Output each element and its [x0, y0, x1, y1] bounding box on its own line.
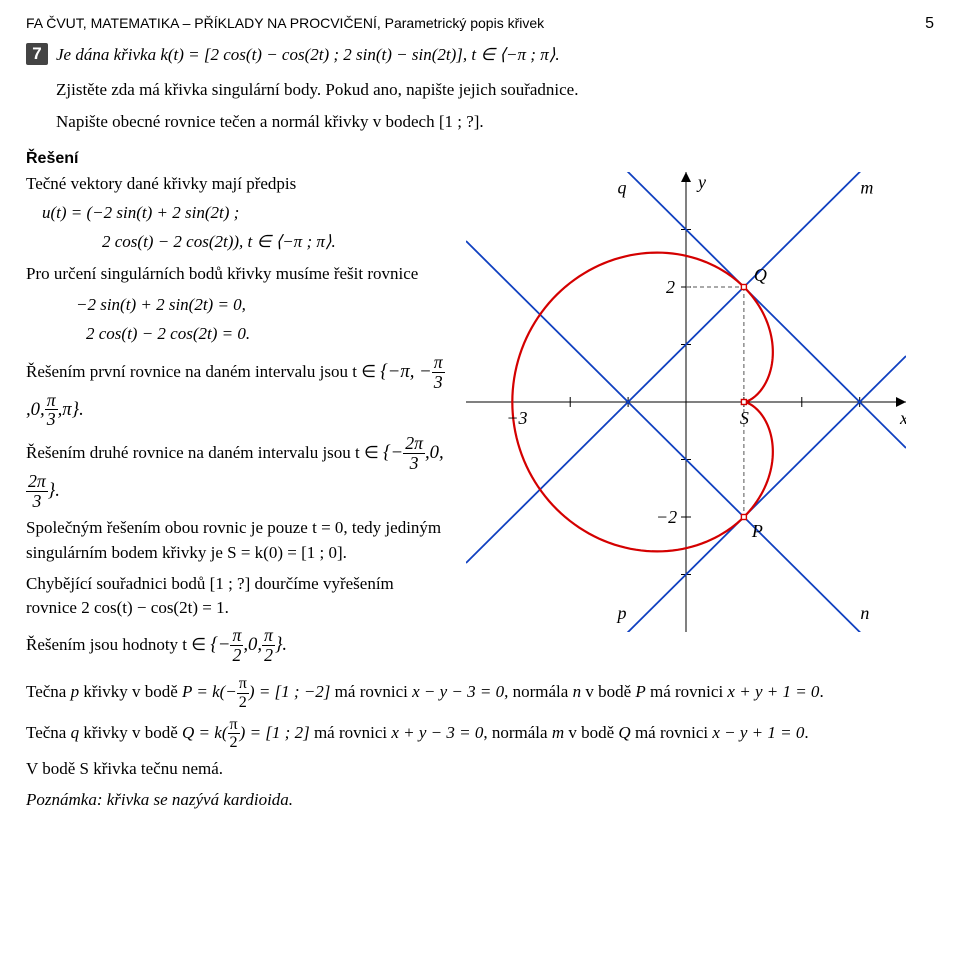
para3b: Řešením druhé rovnice na daném intervalu…	[26, 435, 446, 510]
note: Poznámka: křivka se nazývá kardioida.	[26, 788, 934, 813]
solution-text-column: Tečné vektory dané křivky mají předpis u…	[26, 172, 446, 670]
svg-text:n: n	[860, 603, 869, 623]
svg-text:q: q	[617, 178, 626, 198]
header-left: FA ČVUT, MATEMATIKA – PŘÍKLADY NA PROCVI…	[26, 13, 544, 33]
para1: Tečné vektory dané křivky mají předpis	[26, 172, 446, 197]
svg-text:−2: −2	[656, 507, 677, 527]
para5b: Řešením jsou hodnoty t ∈ {−π2,0,π2}.	[26, 627, 446, 665]
para5a: Chybějící souřadnici bodů [1 ; ?] dourčí…	[26, 572, 446, 621]
svg-text:x: x	[899, 408, 906, 428]
para3a: Řešením první rovnice na daném intervalu…	[26, 354, 446, 429]
set3: {−π2,0,π2}.	[210, 634, 287, 655]
tangent-p: Tečna p křivky v bodě P = k(−π2) = [1 ; …	[26, 676, 934, 710]
problem-line3: Napište obecné rovnice tečen a normál kř…	[56, 110, 934, 135]
para4: Společným řešením obou rovnic je pouze t…	[26, 516, 446, 565]
svg-text:−3: −3	[506, 408, 527, 428]
problem-line1: Je dána křivka k(t) = [2 cos(t) − cos(2t…	[56, 43, 934, 68]
svg-text:Q: Q	[754, 265, 767, 285]
problem-block: 7 Je dána křivka k(t) = [2 cos(t) − cos(…	[26, 43, 934, 135]
chart-column: y x −3 2 −2 Q P Sq m p n	[466, 172, 934, 640]
problem-line2: Zjistěte zda má křivka singulární body. …	[56, 78, 934, 103]
svg-text:m: m	[860, 178, 873, 198]
eq2b: 2 cos(t) − 2 cos(2t) = 0.	[86, 322, 446, 347]
svg-text:p: p	[615, 603, 626, 623]
page-header: FA ČVUT, MATEMATIKA – PŘÍKLADY NA PROCVI…	[26, 12, 934, 35]
tangent-s: V bodě S křivka tečnu nemá.	[26, 757, 934, 782]
svg-text:2: 2	[666, 277, 675, 297]
eq1a: u(t) = (−2 sin(t) + 2 sin(2t) ;	[42, 201, 446, 226]
eq1b: 2 cos(t) − 2 cos(2t)), t ∈ ⟨−π ; π⟩.	[102, 230, 446, 255]
cardioid-chart: y x −3 2 −2 Q P Sq m p n	[466, 172, 906, 632]
para2: Pro určení singulárních bodů křivky musí…	[26, 262, 446, 287]
eq2a: −2 sin(t) + 2 sin(2t) = 0,	[76, 293, 446, 318]
svg-text:P: P	[751, 521, 763, 541]
page-number: 5	[925, 12, 934, 35]
svg-text:S: S	[740, 408, 749, 428]
tangent-q: Tečna q křivky v bodě Q = k(π2) = [1 ; 2…	[26, 717, 934, 751]
svg-text:y: y	[696, 172, 706, 192]
solution-title: Řešení	[26, 147, 934, 170]
problem-number: 7	[26, 43, 48, 65]
